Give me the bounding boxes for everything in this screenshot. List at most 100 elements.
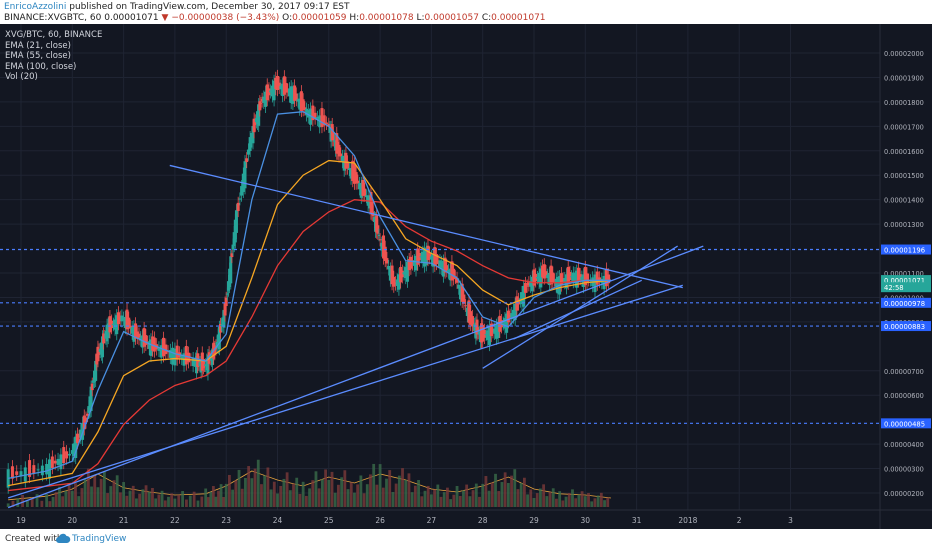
- y-tick-label: 0.00001600: [884, 148, 924, 156]
- volume-bar: [555, 498, 558, 507]
- legend-ema21[interactable]: EMA (21, close): [5, 40, 71, 51]
- candle-body: [257, 104, 261, 126]
- x-tick-label: 3: [788, 516, 793, 525]
- candle-body: [90, 383, 94, 391]
- y-tick-label: 0.00000300: [884, 466, 924, 474]
- candle-body: [248, 137, 252, 151]
- candle-body: [274, 77, 278, 90]
- candle-body: [426, 245, 430, 261]
- volume-bar: [48, 501, 52, 507]
- candle-body: [86, 413, 90, 416]
- candle-body: [404, 267, 408, 279]
- volume-bar: [349, 482, 353, 507]
- candle-body: [10, 466, 14, 479]
- x-tick-label: 24: [273, 516, 283, 525]
- candle-body: [191, 358, 195, 367]
- volume-bar: [500, 482, 504, 507]
- candle-body: [313, 112, 317, 119]
- volume-bar: [417, 480, 420, 507]
- volume-bar: [548, 492, 552, 507]
- candle-body: [229, 256, 233, 284]
- candle-body: [563, 278, 567, 284]
- candle-body: [460, 283, 464, 302]
- candle-body: [157, 347, 161, 351]
- candle-body: [515, 296, 519, 311]
- volume-bar: [343, 470, 347, 507]
- candle-body: [118, 316, 122, 320]
- chart-pane[interactable]: 0.00002000 0.00001900 0.00001800 0.00001700…: [0, 24, 932, 529]
- candle-body: [417, 253, 421, 261]
- legend-ema100[interactable]: EMA (100, close): [5, 61, 77, 72]
- volume-bar: [11, 500, 15, 507]
- candle-body: [436, 261, 440, 263]
- volume-bar: [276, 493, 279, 507]
- candle-body: [342, 155, 346, 171]
- volume-bar: [222, 496, 226, 507]
- candle-body: [168, 349, 172, 358]
- volume-bar: [439, 496, 443, 507]
- candle-body: [419, 256, 423, 258]
- candle-body: [175, 345, 179, 360]
- candle-body: [59, 454, 63, 470]
- last-price: 0.00001071: [104, 13, 159, 23]
- header-bar: EnricoAzzolini published on TradingView.…: [0, 0, 932, 24]
- candle-body: [388, 268, 392, 281]
- volume-bar: [106, 493, 109, 507]
- volume-bar: [260, 484, 263, 507]
- volume-bar: [217, 490, 220, 507]
- candle-body: [45, 463, 49, 475]
- x-tick-label: 27: [427, 516, 437, 525]
- candle-body: [135, 331, 139, 339]
- volume-bar: [535, 493, 539, 507]
- candle-body: [481, 324, 485, 342]
- candle-body: [122, 317, 126, 320]
- legend-ema55[interactable]: EMA (55, close): [5, 51, 71, 61]
- volume-bar: [51, 496, 55, 507]
- y-tick-label: 0.00001100: [884, 270, 924, 278]
- candle-body: [390, 265, 394, 285]
- candle-body: [127, 317, 131, 329]
- price-label-box: [881, 418, 931, 429]
- tradingview-brand[interactable]: TradingView: [72, 534, 127, 544]
- volume-bar: [497, 491, 501, 507]
- author-link[interactable]: EnricoAzzolini: [4, 2, 67, 12]
- x-tick-label: 28: [478, 516, 488, 525]
- volume-bar: [529, 489, 533, 507]
- volume-bar: [580, 491, 584, 507]
- candle-body: [576, 267, 580, 282]
- candle-body: [602, 275, 606, 290]
- candle-body: [433, 247, 437, 266]
- symbol-name: BINANCE:XVGBTC, 60: [4, 13, 102, 23]
- price-chart[interactable]: 0.00002000 0.00001900 0.00001800 0.00001700…: [0, 24, 932, 529]
- candle-body: [585, 273, 589, 283]
- legend-symbol: XVG/BTC, 60, BINANCE: [5, 30, 103, 40]
- legend-volume[interactable]: Vol (20): [5, 72, 38, 82]
- volume-bar: [96, 487, 100, 507]
- trendline: [7, 245, 704, 509]
- candle-body: [222, 309, 226, 328]
- volume-bar: [372, 463, 376, 507]
- volume-bar: [333, 492, 337, 507]
- candle-body: [452, 268, 456, 280]
- candle-body: [573, 273, 577, 282]
- candle-body: [530, 276, 534, 292]
- ohlc-low-label: L:: [416, 13, 425, 23]
- candle-body: [15, 471, 19, 475]
- candle-body: [53, 460, 57, 464]
- volume-bar: [494, 473, 497, 507]
- candle-body: [201, 358, 205, 369]
- volume-bar: [522, 477, 526, 507]
- volume-bar: [458, 495, 462, 507]
- candle-body: [56, 458, 60, 465]
- candle-body: [441, 260, 445, 277]
- candle-body: [230, 253, 234, 258]
- candle-body: [102, 333, 106, 344]
- candle-body: [547, 272, 551, 286]
- candle-body: [77, 435, 81, 437]
- volume-bar: [506, 483, 510, 507]
- candle-body: [527, 282, 531, 286]
- candle-body: [370, 201, 374, 215]
- volume-bar: [279, 486, 283, 507]
- candle-body: [469, 311, 473, 325]
- publish-info: published on TradingView.com, December 3…: [66, 2, 350, 12]
